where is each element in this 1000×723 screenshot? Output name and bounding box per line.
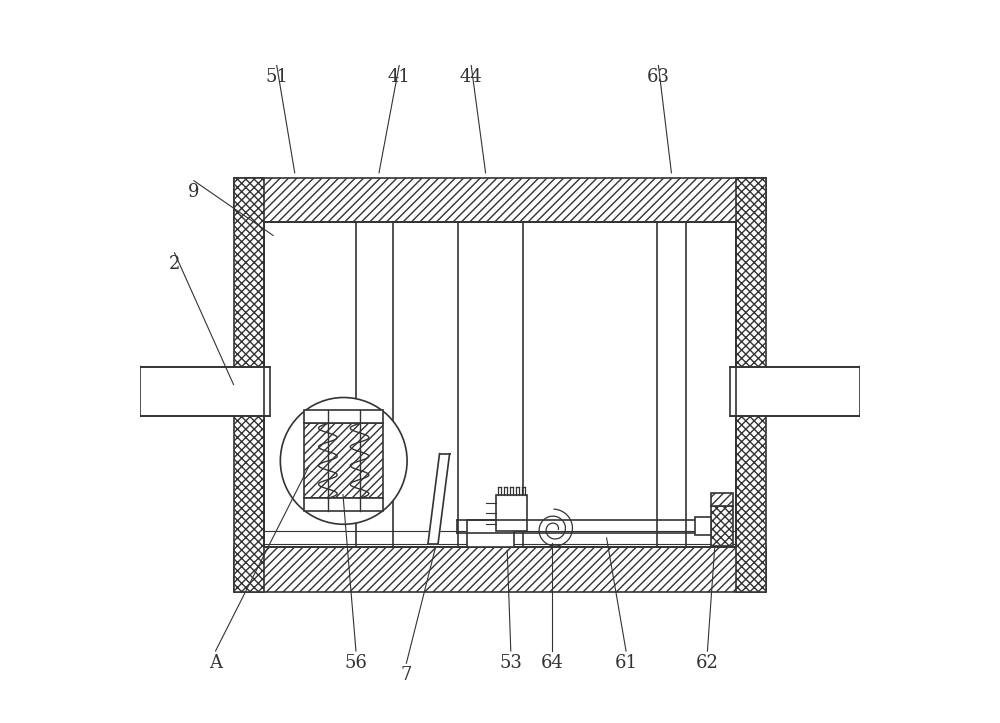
Bar <box>234 547 766 592</box>
Bar <box>711 493 733 506</box>
Polygon shape <box>428 454 450 544</box>
Text: 62: 62 <box>696 654 719 672</box>
Bar <box>264 223 736 547</box>
Bar <box>695 518 711 535</box>
Bar <box>304 411 383 424</box>
Bar <box>496 495 527 531</box>
Bar <box>736 178 766 592</box>
Text: 41: 41 <box>388 68 411 86</box>
Bar <box>356 223 393 547</box>
Circle shape <box>280 398 407 524</box>
Text: 51: 51 <box>265 68 288 86</box>
Bar <box>730 367 860 416</box>
Text: 63: 63 <box>647 68 670 86</box>
Text: 56: 56 <box>345 654 367 672</box>
Text: A: A <box>209 654 222 672</box>
Text: 61: 61 <box>615 654 638 672</box>
Bar <box>467 520 514 547</box>
Text: 9: 9 <box>188 183 200 201</box>
Text: 7: 7 <box>401 666 412 684</box>
Bar <box>234 178 264 592</box>
Bar <box>304 424 383 498</box>
Text: 44: 44 <box>460 68 483 86</box>
Text: 2: 2 <box>169 255 180 273</box>
Bar <box>657 223 686 547</box>
Bar <box>458 223 523 547</box>
Bar <box>711 506 733 546</box>
Bar <box>304 498 383 511</box>
Bar <box>234 178 766 223</box>
Text: 53: 53 <box>499 654 522 672</box>
Bar <box>140 367 270 416</box>
Text: 64: 64 <box>540 654 563 672</box>
